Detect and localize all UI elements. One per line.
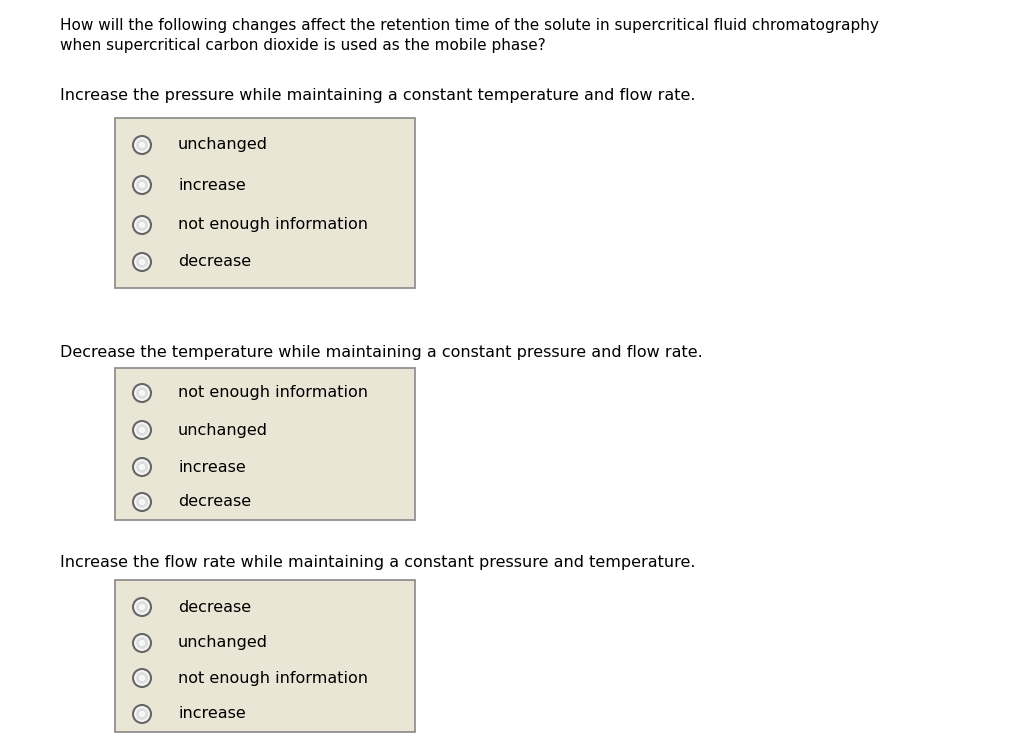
Circle shape	[139, 604, 145, 610]
Text: unchanged: unchanged	[178, 636, 268, 650]
Text: increase: increase	[178, 460, 246, 474]
Text: when supercritical carbon dioxide is used as the mobile phase?: when supercritical carbon dioxide is use…	[60, 38, 546, 53]
Circle shape	[136, 672, 147, 684]
Circle shape	[139, 427, 145, 433]
Circle shape	[133, 136, 151, 154]
Text: not enough information: not enough information	[178, 670, 368, 686]
Circle shape	[139, 464, 145, 470]
Text: unchanged: unchanged	[178, 137, 268, 152]
Text: unchanged: unchanged	[178, 423, 268, 437]
Circle shape	[136, 601, 147, 613]
Circle shape	[133, 598, 151, 616]
Circle shape	[136, 387, 147, 399]
Circle shape	[139, 499, 145, 505]
Circle shape	[136, 708, 147, 720]
Circle shape	[136, 219, 147, 231]
Circle shape	[133, 705, 151, 723]
Circle shape	[136, 496, 147, 508]
Circle shape	[133, 421, 151, 439]
Circle shape	[133, 384, 151, 402]
FancyBboxPatch shape	[115, 368, 415, 520]
Text: increase: increase	[178, 177, 246, 192]
Circle shape	[139, 222, 145, 228]
Circle shape	[139, 142, 145, 148]
Circle shape	[133, 253, 151, 271]
Text: decrease: decrease	[178, 254, 251, 270]
Text: Decrease the temperature while maintaining a constant pressure and flow rate.: Decrease the temperature while maintaini…	[60, 345, 702, 360]
Text: Increase the flow rate while maintaining a constant pressure and temperature.: Increase the flow rate while maintaining…	[60, 555, 695, 570]
Circle shape	[136, 139, 147, 151]
FancyBboxPatch shape	[115, 580, 415, 732]
Circle shape	[133, 216, 151, 234]
Circle shape	[133, 634, 151, 652]
Circle shape	[136, 461, 147, 473]
Circle shape	[139, 390, 145, 396]
Text: increase: increase	[178, 706, 246, 721]
Circle shape	[139, 259, 145, 265]
Text: How will the following changes affect the retention time of the solute in superc: How will the following changes affect th…	[60, 18, 879, 33]
Text: decrease: decrease	[178, 599, 251, 615]
Circle shape	[133, 458, 151, 476]
Text: not enough information: not enough information	[178, 386, 368, 401]
Circle shape	[133, 176, 151, 194]
Text: Increase the pressure while maintaining a constant temperature and flow rate.: Increase the pressure while maintaining …	[60, 88, 695, 103]
Circle shape	[136, 256, 147, 268]
Circle shape	[139, 182, 145, 188]
FancyBboxPatch shape	[115, 118, 415, 288]
Circle shape	[139, 640, 145, 646]
Circle shape	[136, 637, 147, 649]
Circle shape	[139, 711, 145, 717]
Circle shape	[133, 493, 151, 511]
Text: not enough information: not enough information	[178, 217, 368, 233]
Circle shape	[133, 669, 151, 687]
Circle shape	[136, 179, 147, 191]
Text: decrease: decrease	[178, 494, 251, 509]
Circle shape	[136, 424, 147, 436]
Circle shape	[139, 675, 145, 681]
